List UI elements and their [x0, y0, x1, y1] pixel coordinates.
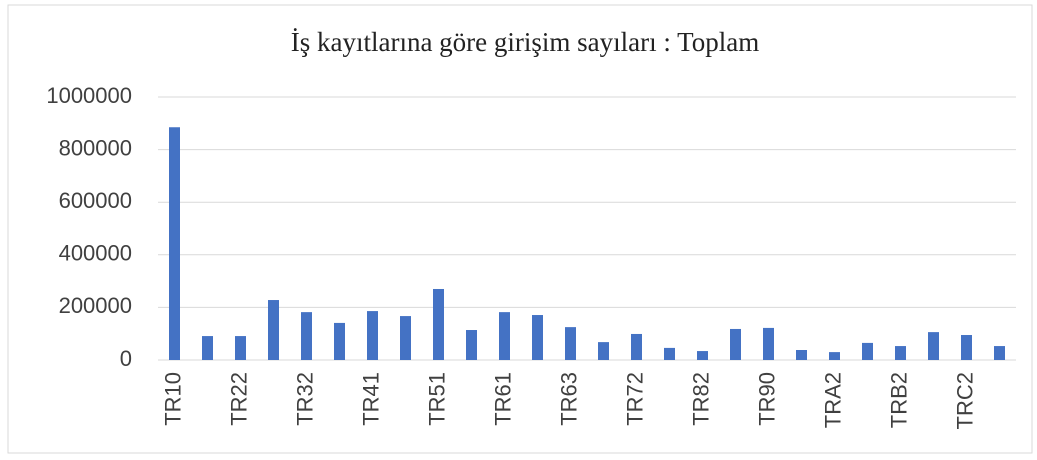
x-tick-label: TR10 [160, 372, 185, 426]
x-tick-label: TR32 [292, 372, 317, 426]
bar [730, 328, 741, 360]
bar [301, 312, 312, 360]
bar [994, 346, 1005, 360]
x-tick-label: TR82 [688, 372, 713, 426]
x-tick-label: TR90 [754, 372, 779, 426]
y-tick-label: 1000000 [46, 83, 132, 108]
bar [961, 335, 972, 360]
y-tick-label: 600000 [59, 188, 132, 213]
y-tick-label: 0 [120, 346, 132, 371]
x-tick-label: TR63 [556, 372, 581, 426]
bar [433, 288, 444, 360]
y-tick-label: 400000 [59, 241, 132, 266]
bar [763, 327, 774, 360]
x-tick-label: TRB2 [886, 372, 911, 428]
x-tick-label: TR72 [622, 372, 647, 426]
bar [235, 336, 246, 360]
y-tick-label: 200000 [59, 293, 132, 318]
bar [928, 332, 939, 360]
bar [598, 342, 609, 360]
bar [169, 127, 180, 361]
bar [466, 330, 477, 360]
bar [532, 315, 543, 360]
y-tick-label: 800000 [59, 135, 132, 160]
bar [631, 333, 642, 360]
bar [334, 322, 345, 360]
bar [829, 352, 840, 360]
chart-title: İş kayıtlarına göre girişim sayıları : T… [291, 27, 760, 57]
bar [697, 351, 708, 360]
x-tick-label: TRA2 [820, 372, 845, 428]
bar [862, 342, 873, 360]
bar [367, 311, 378, 360]
bar [202, 336, 213, 360]
bar [796, 350, 807, 360]
x-tick-label: TR22 [226, 372, 251, 426]
x-tick-label: TRC2 [952, 372, 977, 429]
x-tick-label: TR41 [358, 372, 383, 426]
bar [565, 327, 576, 360]
x-tick-label: TR61 [490, 372, 515, 426]
bar [400, 316, 411, 360]
bar [499, 312, 510, 360]
bar [268, 300, 279, 360]
bar [664, 347, 675, 360]
x-tick-label: TR51 [424, 372, 449, 426]
bar [895, 346, 906, 360]
